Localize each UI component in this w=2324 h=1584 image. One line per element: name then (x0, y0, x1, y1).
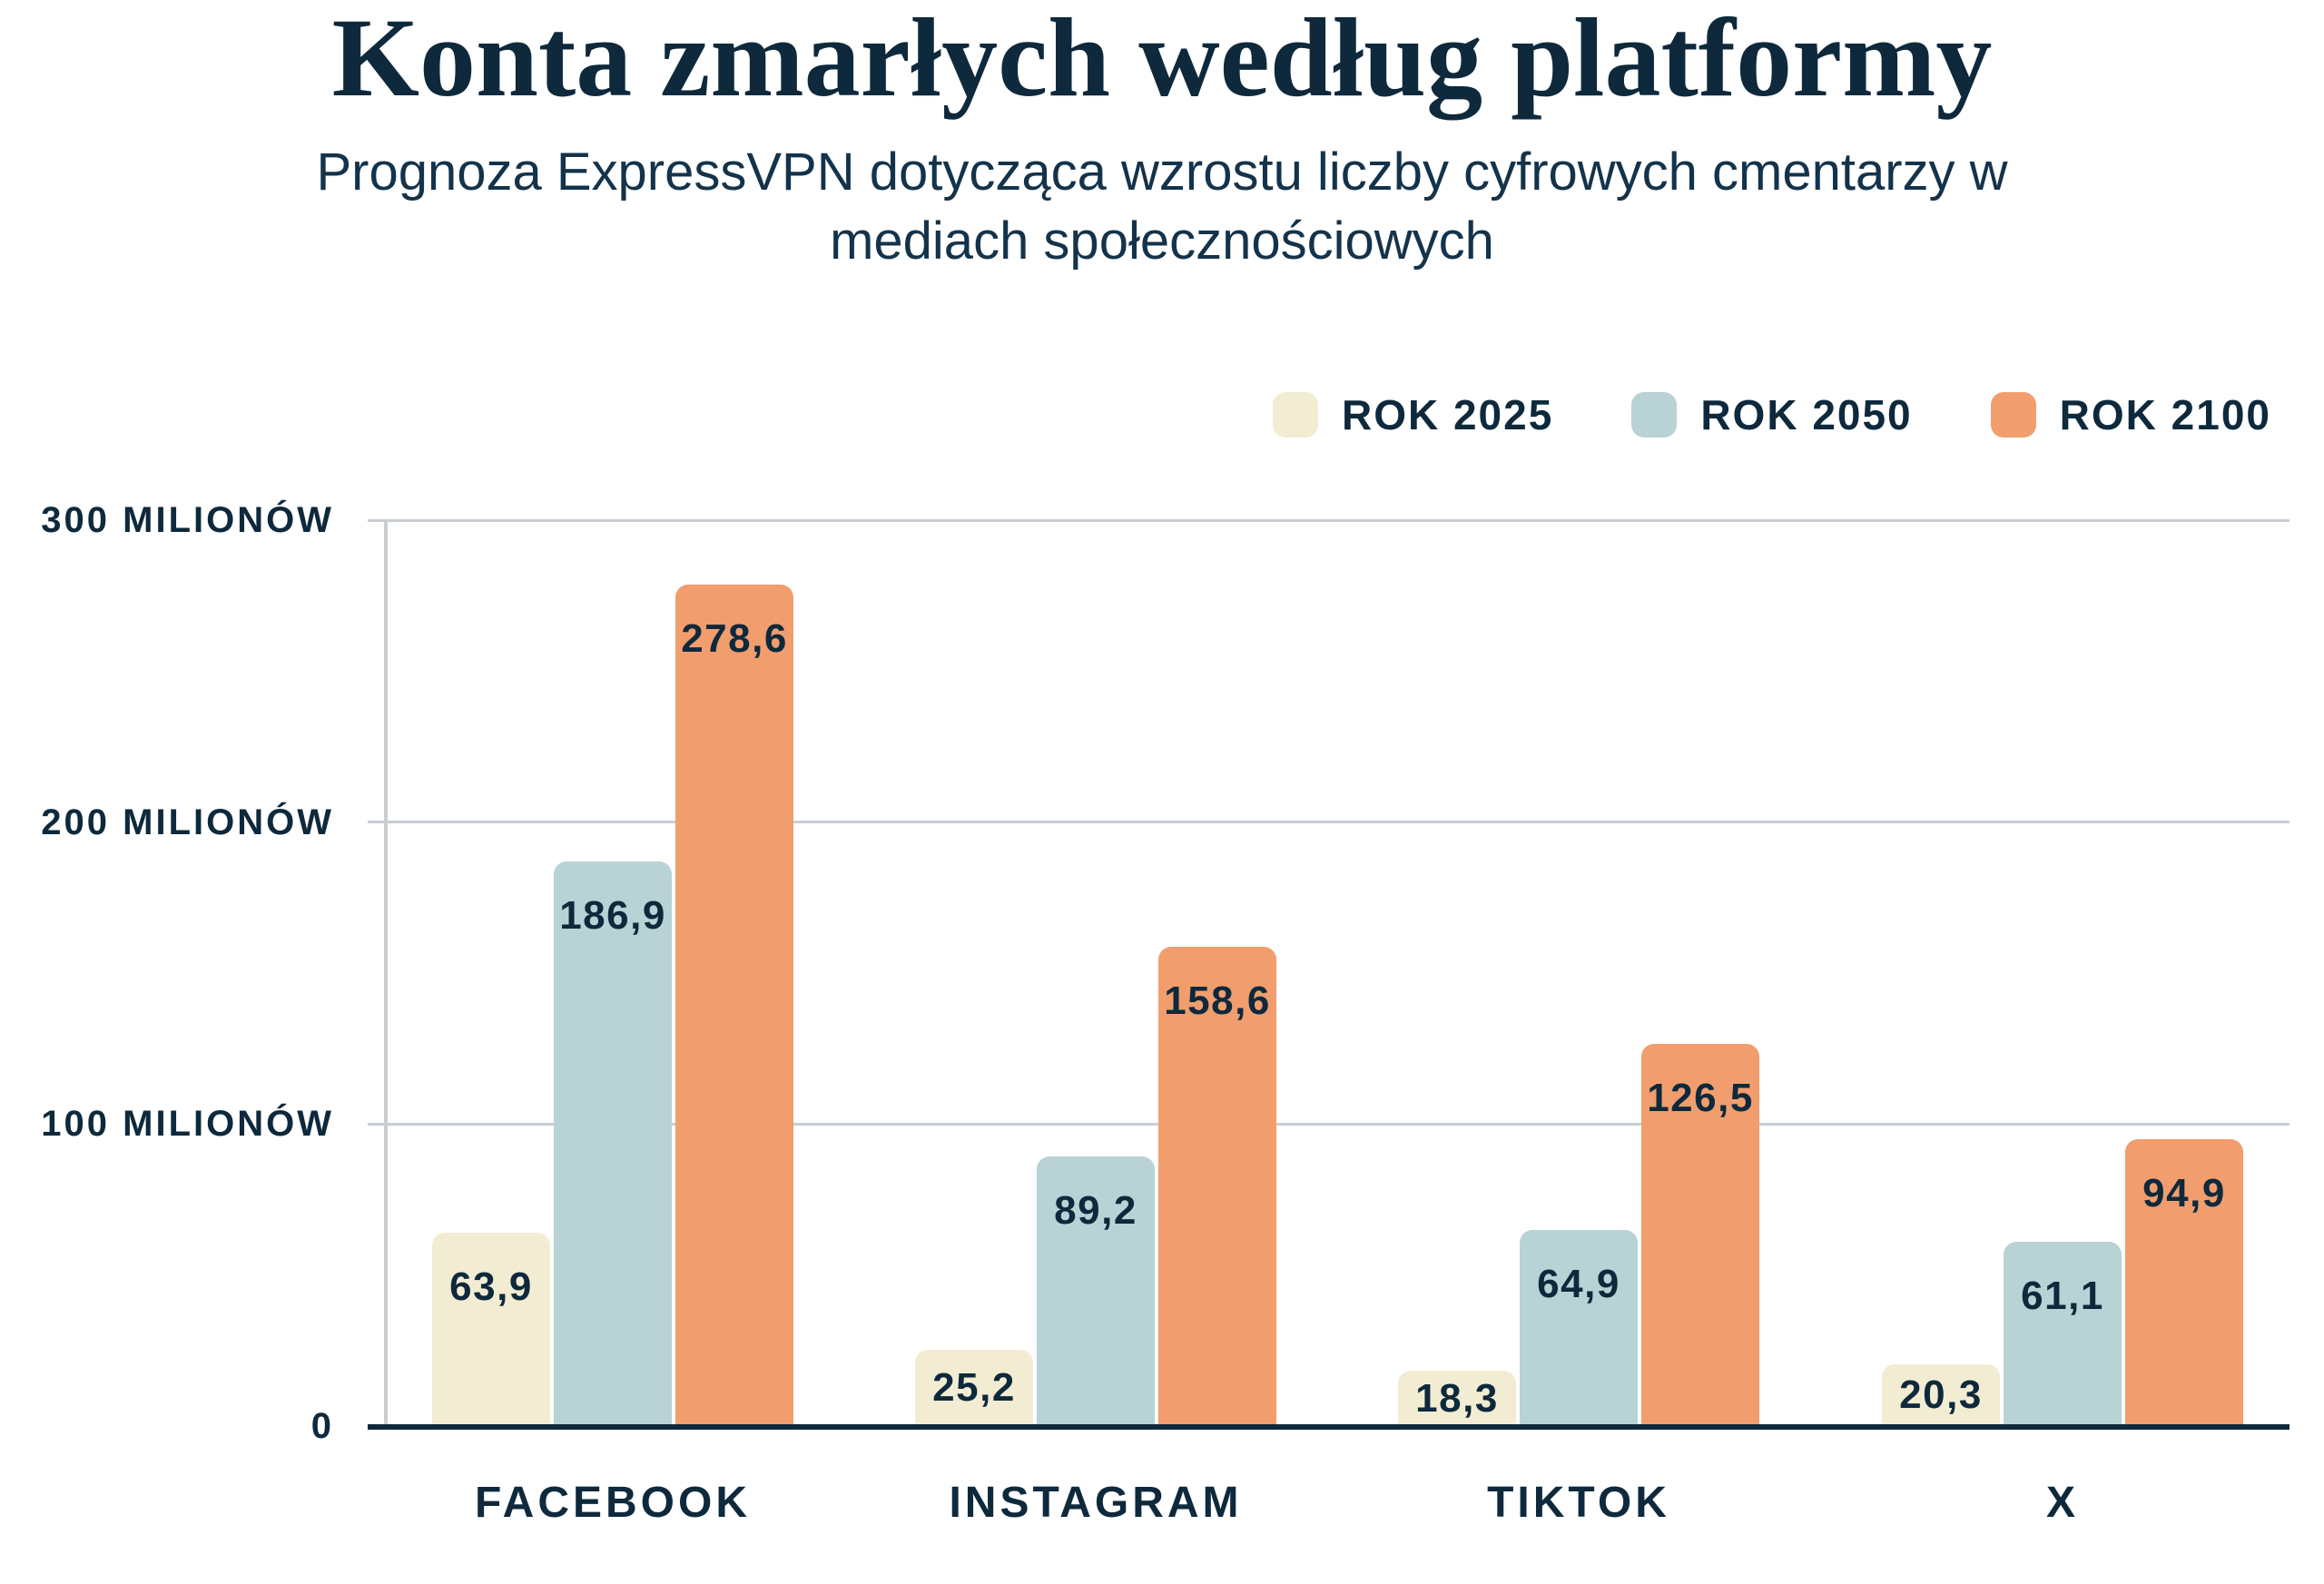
gridline-300m (368, 518, 2290, 522)
bar-value-label-instagram-rok-2025: 25,2 (932, 1365, 1016, 1411)
chart-subtitle-line-2: mediach społecznościowych (830, 212, 1494, 271)
bar-value-label-instagram-rok-2050: 89,2 (1054, 1188, 1137, 1234)
bar-instagram-rok-2050: 89,2 (1037, 1156, 1155, 1426)
legend: ROK 2025 ROK 2050 ROK 2100 (1272, 390, 2271, 439)
y-axis-label-300: 300 MILIONÓW (41, 500, 334, 540)
x-axis-label-x: X (2045, 1479, 2080, 1527)
chart-subtitle: Prognoza ExpressVPN dotycząca wzrostu li… (0, 138, 2324, 276)
bar-value-label-facebook-rok-2050: 186,9 (559, 893, 666, 939)
bar-value-label-tiktok-rok-2100: 126,5 (1647, 1076, 1754, 1121)
y-axis-label-200: 200 MILIONÓW (41, 802, 334, 842)
chart-subtitle-line-1: Prognoza ExpressVPN dotycząca wzrostu li… (316, 143, 2008, 202)
bar-value-label-tiktok-rok-2050: 64,9 (1537, 1262, 1620, 1307)
bar-value-label-x-rok-2100: 94,9 (2142, 1171, 2226, 1216)
legend-label-rok-2050: ROK 2050 (1700, 391, 1913, 438)
legend-item-rok-2025: ROK 2025 (1272, 390, 1554, 439)
bar-value-label-facebook-rok-2025: 63,9 (449, 1264, 533, 1310)
bar-value-label-instagram-rok-2100: 158,6 (1164, 979, 1271, 1024)
legend-item-rok-2050: ROK 2050 (1631, 390, 1912, 439)
bar-x-rok-2025: 20,3 (1882, 1364, 2000, 1426)
y-axis-label-0: 0 (310, 1406, 334, 1446)
bar-value-label-tiktok-rok-2025: 18,3 (1415, 1375, 1499, 1421)
legend-swatch-rok-2050 (1631, 392, 1678, 438)
bar-x-rok-2100: 94,9 (2125, 1139, 2243, 1426)
bar-tiktok-rok-2100: 126,5 (1641, 1044, 1759, 1426)
x-axis-baseline (368, 1424, 2290, 1430)
bar-facebook-rok-2050: 186,9 (554, 861, 672, 1426)
bar-value-label-x-rok-2050: 61,1 (2021, 1273, 2104, 1318)
gridline-100m (368, 1122, 2290, 1126)
legend-swatch-rok-2025 (1272, 392, 1318, 438)
bar-facebook-rok-2100: 278,6 (675, 585, 793, 1426)
x-axis-label-facebook: FACEBOOK (474, 1479, 752, 1527)
chart-title: Konta zmarłych według platformy (331, 0, 1993, 120)
bar-facebook-rok-2025: 63,9 (432, 1233, 550, 1426)
y-axis-line (384, 520, 388, 1426)
bar-instagram-rok-2025: 25,2 (915, 1350, 1033, 1426)
y-axis-label-100: 100 MILIONÓW (41, 1104, 334, 1145)
bar-x-rok-2050: 61,1 (2004, 1241, 2122, 1426)
gridline-200m (368, 821, 2290, 824)
bar-value-label-x-rok-2025: 20,3 (1899, 1372, 1983, 1418)
legend-swatch-rok-2100 (1990, 392, 2036, 438)
x-axis-label-instagram: INSTAGRAM (949, 1479, 1243, 1527)
x-axis-label-tiktok: TIKTOK (1487, 1479, 1670, 1527)
bar-value-label-facebook-rok-2100: 278,6 (681, 616, 788, 662)
bar-tiktok-rok-2050: 64,9 (1520, 1230, 1638, 1426)
bar-instagram-rok-2100: 158,6 (1158, 947, 1276, 1426)
bar-tiktok-rok-2025: 18,3 (1398, 1371, 1516, 1426)
legend-label-rok-2025: ROK 2025 (1341, 391, 1554, 438)
legend-item-rok-2100: ROK 2100 (1990, 390, 2271, 439)
legend-label-rok-2100: ROK 2100 (2059, 391, 2271, 438)
